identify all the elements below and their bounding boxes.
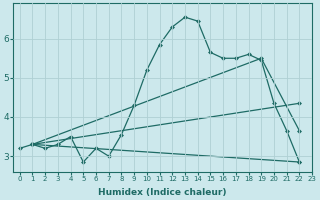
X-axis label: Humidex (Indice chaleur): Humidex (Indice chaleur) [99,188,227,197]
